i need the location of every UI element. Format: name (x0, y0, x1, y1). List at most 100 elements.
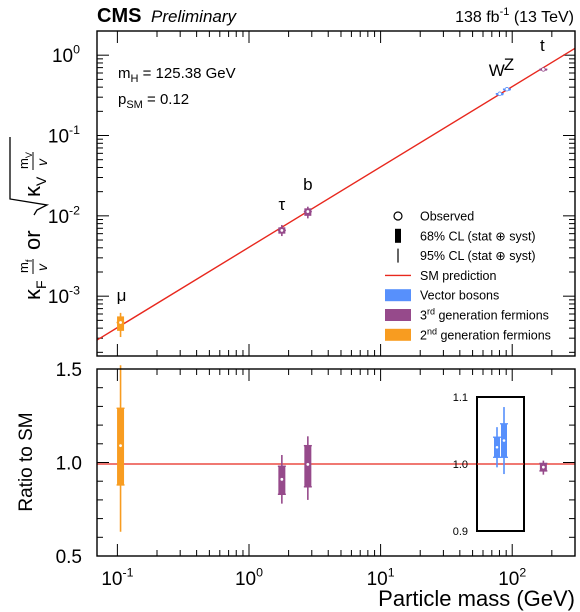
legend-label: 95% CL (stat ⊕ syst) (420, 249, 536, 263)
particle-label-μ: μ (117, 286, 127, 305)
observed-marker (504, 87, 510, 92)
top-y-tick-label-base: 10 (48, 287, 69, 308)
legend-entry: Vector bosons (385, 289, 499, 303)
legend-entry: 3rd generation fermions (385, 307, 549, 323)
ratio-point-t (539, 460, 548, 475)
x-axis-label: Particle mass (GeV) (378, 586, 575, 611)
particle-label-τ: τ (278, 195, 285, 214)
inset-y-tick-label: 1.0 (453, 459, 468, 471)
observed-marker (497, 91, 502, 96)
psm-annotation: pSM = 0.12 (118, 91, 189, 111)
experiment-label: CMS (97, 5, 141, 27)
top-y-tick-label: 10-1 (48, 123, 80, 148)
legend-label: SM prediction (420, 269, 496, 283)
inset-point-W (493, 427, 501, 468)
legend-marker-observed (393, 211, 403, 221)
x-tick-label-base: 10 (498, 569, 519, 590)
top-y-tick-label-base: 10 (48, 207, 69, 228)
inset-marker (494, 445, 500, 450)
legend-label-text: generation fermions (435, 309, 549, 323)
ratio-marker (279, 477, 285, 482)
legend-label-sup: nd (427, 326, 437, 336)
ratio-axis-ticks: 0.51.01.510-1 100 101 102 (56, 360, 576, 590)
x-tick-label: 102 (498, 565, 526, 590)
svg-text:v: v (34, 263, 50, 271)
legend: Observed 68% CL (stat ⊕ syst) 95% CL (stat… (385, 210, 551, 342)
x-tick-label-exp: 2 (519, 565, 526, 579)
ratio-marker (541, 464, 546, 470)
mh-annotation: mH = 125.38 GeV (118, 65, 236, 85)
ratio-point-b (303, 436, 312, 500)
top-y-tick-label: 10-3 (48, 284, 80, 309)
legend-marker-68 (395, 228, 401, 243)
top-y-tick-label: 100 (52, 43, 80, 68)
sm-prediction-line (96, 47, 576, 341)
legend-label: 3rd generation fermions (420, 307, 549, 323)
legend-marker-box (385, 289, 411, 302)
legend-marker-box (385, 309, 411, 321)
legend-entry: 68% CL (stat ⊕ syst) (395, 228, 536, 243)
sm-line (96, 47, 576, 341)
observed-marker (305, 209, 311, 214)
legend-label: 2nd generation fermions (420, 326, 551, 342)
x-tick-label-base: 10 (367, 569, 388, 590)
x-tick-label-exp: -1 (122, 565, 133, 579)
observed-marker (541, 67, 546, 72)
lumi-label: 138 fb-1 (13 TeV) (455, 6, 574, 26)
particle-label-W: W (489, 61, 505, 80)
mf-over-v-fraction: mf v (16, 259, 50, 274)
mv-over-v-fraction: mV v (16, 152, 50, 170)
status-label: Preliminary (151, 7, 238, 26)
svg-text:mf: mf (16, 259, 34, 273)
inset-y-tick-label: 1.1 (453, 392, 468, 404)
y-label-kappa-v: κV (20, 176, 49, 197)
inset-y-tick-label: 0.9 (453, 526, 468, 538)
ratio-plot-panel: 0.51.01.510-1 100 101 102 0.91.01.1 Ratio t… (16, 360, 576, 611)
x-tick-label-exp: 0 (256, 565, 263, 579)
top-y-tick-label: 10-2 (48, 203, 80, 228)
legend-label-text: generation fermions (437, 328, 551, 342)
legend-entry: 95% CL (stat ⊕ syst) (397, 248, 536, 263)
legend-label: Observed (420, 210, 474, 224)
y-label-kappa-f: κF (20, 280, 49, 300)
particle-label-b: b (303, 175, 312, 194)
x-tick-label: 101 (367, 565, 395, 590)
point-W (495, 91, 504, 96)
ratio-plot-frame (96, 368, 576, 557)
ratio-y-tick-label: 0.5 (56, 547, 82, 568)
legend-entry: 2nd generation fermions (385, 326, 551, 342)
legend-label-prefix: 3 (420, 309, 427, 323)
legend-label-prefix: 2 (420, 328, 427, 342)
inset-point-Z (500, 407, 508, 475)
top-y-axis-label: κF mf v or κV mV v (9, 137, 50, 300)
ratio-y-axis-label: Ratio to SM (16, 412, 37, 511)
x-tick-label-base: 10 (235, 569, 256, 590)
ratio-point-τ (277, 455, 286, 504)
sqrt-symbol (9, 137, 50, 216)
y-label-or: or (20, 230, 45, 250)
x-tick-label: 10-1 (101, 565, 133, 590)
top-y-tick-label-exp: 0 (73, 43, 80, 57)
top-data-points: μ τb WZt (116, 36, 548, 338)
top-y-tick-label-base: 10 (48, 127, 69, 148)
top-y-tick-label-exp: -2 (69, 203, 80, 217)
vector-boson-inset: 0.9 1.0 1.1 (453, 392, 525, 538)
svg-text:mV: mV (16, 152, 34, 169)
legend-label-sup: rd (427, 307, 435, 317)
inset-marker (501, 438, 507, 443)
particle-label-t: t (540, 36, 545, 55)
x-tick-label-base: 10 (101, 569, 122, 590)
point-Z (502, 87, 511, 92)
top-y-tick-label-base: 10 (52, 46, 73, 67)
ratio-y-tick-label: 1.0 (56, 454, 82, 475)
point-τ (277, 224, 286, 237)
ratio-data-points (116, 365, 548, 532)
observed-marker (279, 228, 285, 233)
point-t (539, 67, 548, 72)
svg-text:v: v (34, 158, 50, 166)
top-y-tick-label-exp: -3 (69, 284, 80, 298)
x-tick-label: 100 (235, 565, 263, 590)
